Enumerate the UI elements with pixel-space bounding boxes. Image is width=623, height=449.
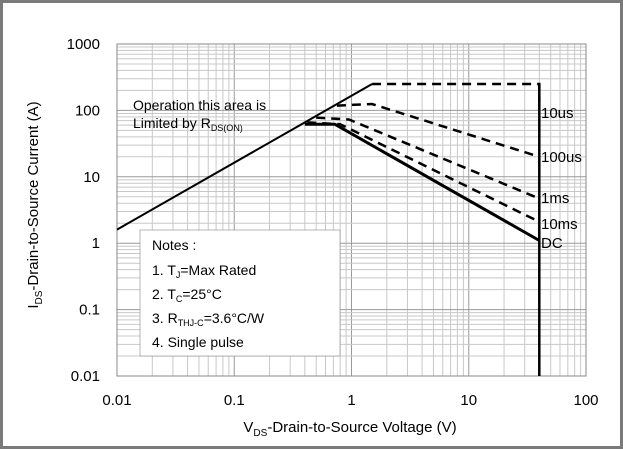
series-labels: 10us 100us 1ms 10ms DC (541, 105, 582, 252)
series-label-DC: DC (541, 235, 563, 252)
y-tick-labels: 0.01 0.1 1 10 100 1000 (67, 36, 100, 385)
note-1-sub: J (176, 270, 181, 280)
annotation-line2: Limited by RDS(ON) (133, 115, 243, 133)
series-line-100us (336, 102, 540, 158)
x-tick-label: 100 (573, 392, 598, 409)
note-1-main: 1. T (152, 262, 176, 278)
series-line-DC (304, 122, 541, 242)
note-2-sub: C (176, 294, 183, 304)
annotation-line2-sub: DS(ON) (211, 123, 243, 133)
rds-on-limit-line (116, 83, 373, 231)
notes-title: Notes : (152, 237, 196, 253)
note-4: 4. Single pulse (152, 334, 244, 350)
note-1: 1. TJ=Max Rated (152, 262, 256, 280)
y-tick-label: 1 (92, 235, 100, 252)
y-axis-label: IDS-Drain-to-Source Current (A) (25, 101, 45, 308)
annotation-line2-main: Limited by R (133, 115, 211, 131)
series-label-10ms: 10ms (541, 216, 578, 233)
annotation-line1: Operation this area is (133, 97, 266, 113)
note-3-sub: THJ-C (178, 318, 204, 328)
y-tick-label: 0.01 (71, 368, 100, 385)
series-label-1ms: 1ms (541, 190, 569, 207)
x-tick-labels: 0.01 0.1 1 10 100 (102, 392, 598, 409)
note-3-main: 3. R (152, 310, 178, 326)
y-tick-label: 100 (75, 102, 100, 119)
y-axis-label-sub: DS (34, 290, 45, 304)
x-tick-label: 0.1 (224, 392, 245, 409)
y-axis-label-rest: -Drain-to-Source Current (A) (25, 101, 42, 290)
x-tick-label: 0.01 (102, 392, 131, 409)
note-2-rest: =25°C (182, 286, 221, 302)
note-3-rest: =3.6°C/W (204, 310, 265, 326)
y-tick-label: 1000 (67, 36, 100, 53)
x-axis-label-rest: -Drain-to-Source Voltage (V) (267, 419, 456, 436)
y-tick-label: 0.1 (79, 302, 100, 319)
x-axis-label-sub: DS (253, 428, 267, 439)
x-tick-label: 1 (347, 392, 355, 409)
series-label-10us: 10us (541, 105, 574, 122)
series-line-10us (372, 82, 541, 102)
x-tick-label: 10 (460, 392, 477, 409)
y-axis-label-main: I (25, 304, 42, 308)
note-3: 3. RTHJ-C=3.6°C/W (152, 310, 265, 328)
notes-box (139, 229, 341, 357)
series-line-10ms (307, 121, 540, 223)
note-2: 2. TC=25°C (152, 286, 222, 304)
note-2-main: 2. T (152, 286, 176, 302)
series-line-1ms (316, 116, 540, 200)
series-label-100us: 100us (541, 149, 582, 166)
soa-curves (116, 82, 541, 376)
note-1-rest: =Max Rated (180, 262, 256, 278)
x-axis-label-main: V (243, 419, 253, 436)
x-axis-label: VDS-Drain-to-Source Voltage (V) (243, 419, 456, 439)
y-tick-label: 10 (83, 169, 100, 186)
plot-area-border (116, 43, 587, 377)
